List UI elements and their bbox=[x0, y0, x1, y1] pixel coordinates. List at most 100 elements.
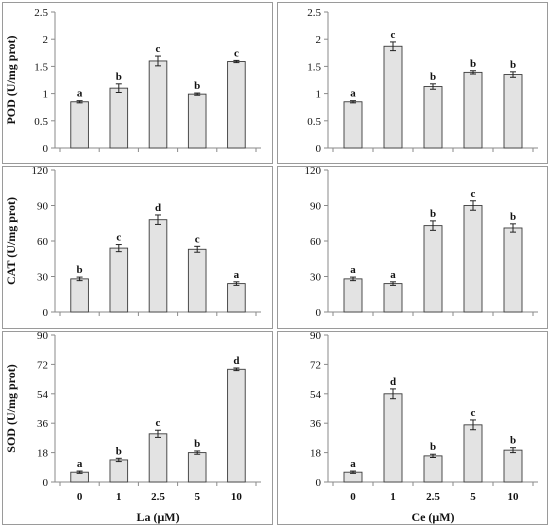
pod-la-y-tick-label: 1 bbox=[43, 89, 49, 101]
cat-ce-bar bbox=[423, 225, 443, 313]
cat-la-panel: 0 30 60 90 120 b c d c a CAT (U/mg prot) bbox=[2, 165, 273, 329]
cat-ce-bar bbox=[503, 227, 523, 313]
cat-ce-bar bbox=[463, 205, 483, 313]
cat-ce-significance-label: b bbox=[510, 211, 516, 223]
sod-la-panel: 0 18 36 54 72 90 a 0 b 1 c 2.5 b 5 d 10 SOD (U/mg prot) L… bbox=[2, 330, 273, 525]
pod-ce-y-tick-label: 1.5 bbox=[307, 61, 321, 73]
sod-la-x-tick-label: 2.5 bbox=[151, 491, 165, 503]
pod-ce-frame bbox=[277, 2, 548, 164]
sod-ce-panel: 0 18 36 54 72 90 a 0 d 1 b 2.5 c 5 b 10 Ce (μM) bbox=[277, 330, 548, 525]
sod-ce-significance-label: d bbox=[390, 376, 396, 388]
sod-ce-x-tick-label: 1 bbox=[390, 491, 396, 503]
sod-la-x-tick-label: 1 bbox=[116, 491, 122, 503]
pod-ce-panel: 0 0.5 1 1.5 2 2.5 a c b b b bbox=[277, 2, 548, 164]
sod-la-y-tick-label: 90 bbox=[37, 330, 49, 342]
sod-la-bar bbox=[109, 459, 129, 483]
cat-ce-bar bbox=[343, 278, 363, 313]
pod-ce-bar bbox=[383, 45, 403, 149]
sod-ce-x-tick-label: 2.5 bbox=[426, 491, 440, 503]
cat-la-y-tick-label: 30 bbox=[37, 272, 49, 284]
cat-la-significance-label: c bbox=[195, 233, 200, 245]
sod-la-x-tick-label: 10 bbox=[231, 491, 243, 503]
pod-la-y-axis-title: POD (U/mg prot) bbox=[4, 35, 18, 124]
pod-la-y-tick-label: 0.5 bbox=[34, 116, 48, 128]
cat-la-bar bbox=[227, 283, 246, 313]
sod-la-bar bbox=[187, 452, 207, 483]
sod-ce-significance-label: a bbox=[350, 458, 356, 470]
pod-la-bar bbox=[70, 101, 89, 149]
sod-la-x-tick-label: 5 bbox=[194, 491, 200, 503]
sod-ce-bar bbox=[463, 424, 483, 483]
pod-la-y-tick-label: 2.5 bbox=[34, 7, 48, 19]
sod-ce-x-tick-label: 0 bbox=[350, 491, 356, 503]
pod-la-y-tick-label: 0 bbox=[43, 143, 49, 155]
pod-ce-bar bbox=[463, 71, 483, 149]
pod-ce-significance-label: b bbox=[430, 71, 436, 83]
sod-la-y-axis-title: SOD (U/mg prot) bbox=[4, 364, 18, 452]
sod-ce-significance-label: c bbox=[471, 407, 476, 419]
pod-ce-bar bbox=[423, 86, 443, 149]
pod-ce-significance-label: c bbox=[391, 29, 396, 41]
sod-la-y-tick-label: 54 bbox=[37, 389, 49, 401]
cat-ce-significance-label: a bbox=[390, 269, 396, 281]
cat-la-significance-label: d bbox=[155, 202, 161, 214]
sod-ce-x-tick-label: 10 bbox=[508, 491, 520, 503]
cat-ce-significance-label: b bbox=[430, 208, 436, 220]
cat-ce-y-tick-label: 60 bbox=[310, 236, 322, 248]
sod-la-significance-label: a bbox=[77, 458, 83, 470]
sod-la-significance-label: b bbox=[194, 438, 200, 450]
pod-ce-bar bbox=[343, 101, 363, 149]
sod-la-significance-label: d bbox=[233, 355, 239, 367]
cat-la-bar bbox=[148, 219, 168, 313]
cat-la-y-axis-title: CAT (U/mg prot) bbox=[4, 197, 18, 285]
pod-ce-y-tick-label: 0 bbox=[316, 143, 322, 155]
sod-la-bar bbox=[227, 368, 246, 483]
sod-ce-y-tick-label: 90 bbox=[310, 330, 322, 342]
sod-ce-x-tick-label: 5 bbox=[470, 491, 476, 503]
sod-ce-y-tick-label: 36 bbox=[310, 418, 322, 430]
cat-ce-y-tick-label: 30 bbox=[310, 272, 322, 284]
pod-ce-significance-label: a bbox=[350, 88, 356, 100]
sod-la-bar bbox=[148, 433, 168, 483]
sod-ce-y-tick-label: 0 bbox=[316, 477, 322, 489]
cat-ce-frame bbox=[277, 166, 548, 329]
sod-ce-y-tick-label: 54 bbox=[310, 389, 322, 401]
pod-la-significance-label: b bbox=[116, 71, 122, 83]
pod-ce-y-tick-label: 1 bbox=[316, 89, 322, 101]
cat-la-significance-label: c bbox=[116, 232, 121, 244]
cat-la-y-tick-label: 120 bbox=[32, 165, 49, 177]
pod-ce-significance-label: b bbox=[510, 59, 516, 71]
pod-la-significance-label: c bbox=[234, 47, 239, 59]
cat-la-y-tick-label: 60 bbox=[37, 236, 49, 248]
pod-la-bar bbox=[187, 93, 207, 149]
cat-ce-panel: 0 30 60 90 120 a a b c b bbox=[277, 165, 548, 329]
pod-ce-bar bbox=[503, 74, 523, 149]
sod-ce-significance-label: b bbox=[430, 441, 436, 453]
sod-ce-frame bbox=[277, 331, 548, 525]
sod-la-y-tick-label: 0 bbox=[43, 477, 49, 489]
sod-ce-bar bbox=[423, 455, 443, 483]
cat-la-bar bbox=[70, 278, 89, 313]
pod-ce-y-tick-label: 2.5 bbox=[307, 7, 321, 19]
sod-la-y-tick-label: 18 bbox=[37, 448, 49, 460]
sod-ce-y-tick-label: 18 bbox=[310, 448, 322, 460]
pod-la-bar bbox=[109, 87, 129, 149]
pod-ce-y-tick-label: 2 bbox=[316, 34, 322, 46]
cat-ce-y-tick-label: 90 bbox=[310, 201, 322, 213]
pod-la-significance-label: b bbox=[194, 80, 200, 92]
cat-ce-significance-label: c bbox=[471, 188, 476, 200]
sod-la-significance-label: c bbox=[156, 417, 161, 429]
sod-la-x-tick-label: 0 bbox=[77, 491, 83, 503]
cat-ce-y-tick-label: 0 bbox=[316, 307, 322, 319]
sod-la-significance-label: b bbox=[116, 445, 122, 457]
sod-la-y-tick-label: 36 bbox=[37, 418, 49, 430]
pod-la-y-tick-label: 2 bbox=[43, 34, 49, 46]
sod-ce-bar bbox=[503, 449, 523, 483]
cat-la-bar bbox=[187, 248, 207, 313]
pod-la-bar bbox=[227, 61, 246, 149]
cat-ce-bar bbox=[383, 283, 403, 313]
sod-ce-bar bbox=[383, 393, 403, 483]
pod-ce-significance-label: b bbox=[470, 58, 476, 70]
cat-la-y-tick-label: 90 bbox=[37, 201, 49, 213]
